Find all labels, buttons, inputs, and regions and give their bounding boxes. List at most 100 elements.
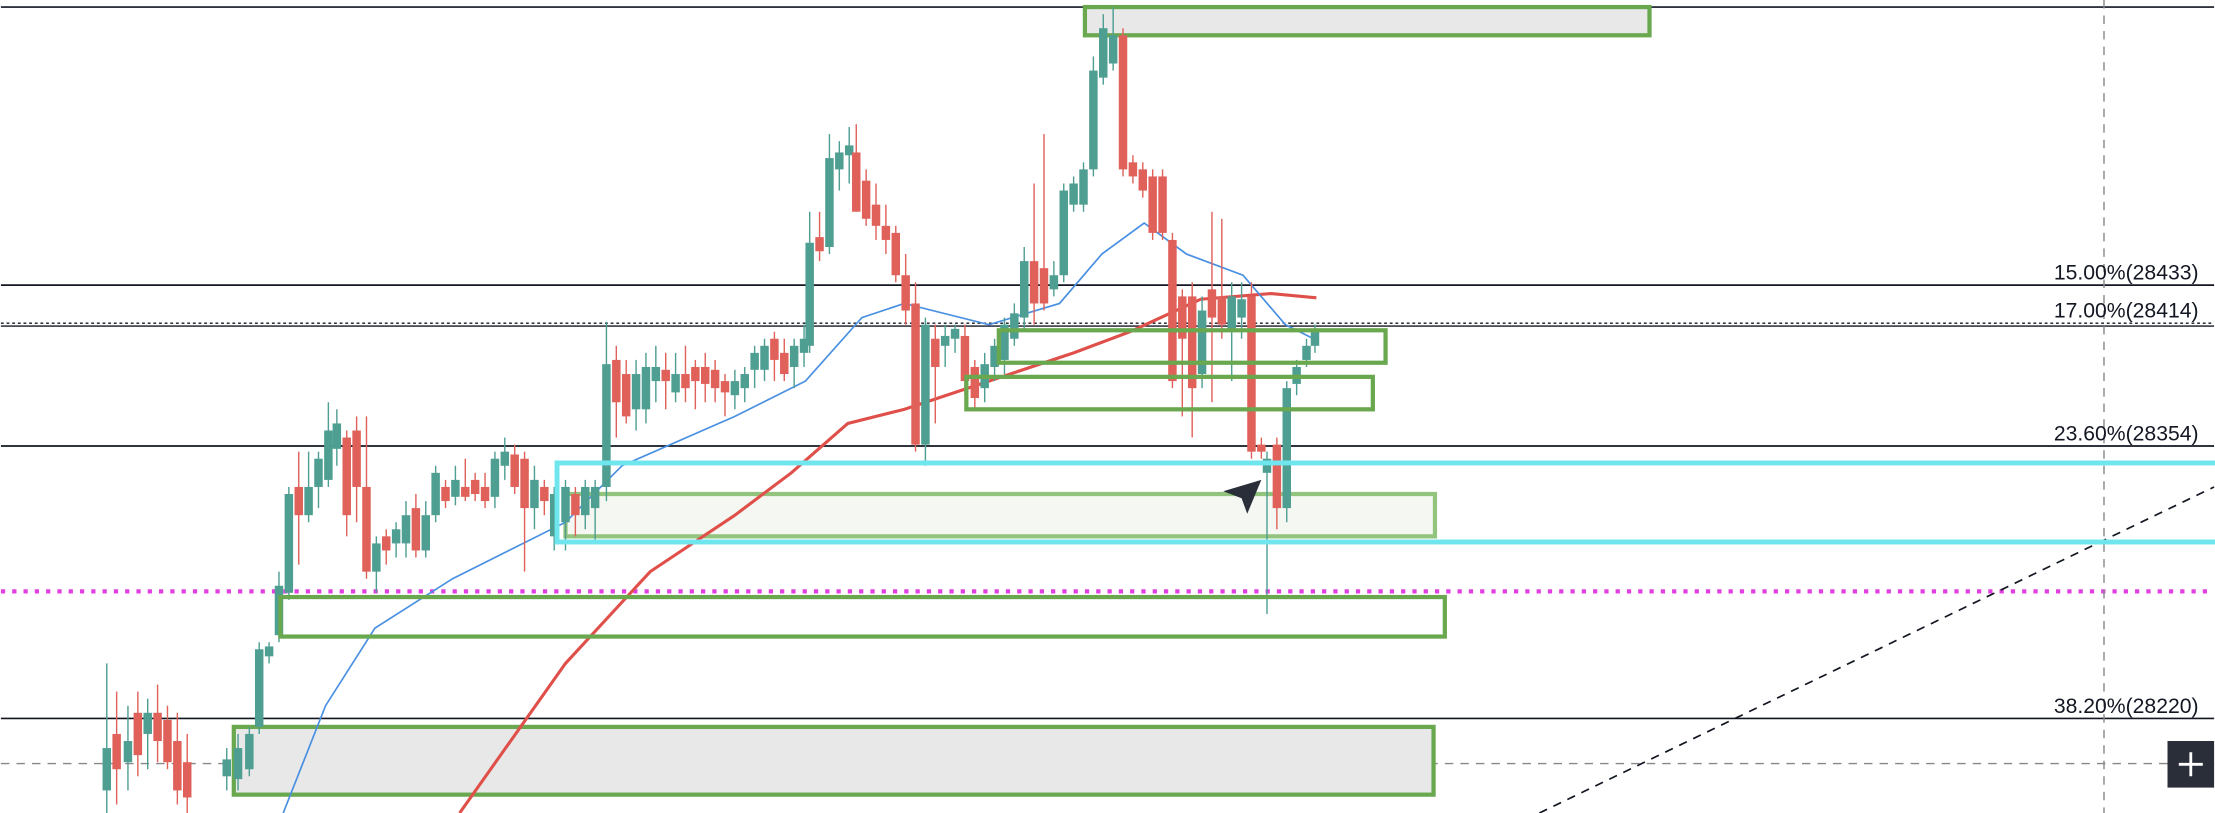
candle-body bbox=[1029, 261, 1039, 304]
candle-body bbox=[153, 712, 162, 742]
candle-body bbox=[1168, 239, 1177, 382]
candle-body bbox=[1302, 345, 1311, 360]
candle-body bbox=[1148, 176, 1157, 233]
fib-label: 17.00%(28414) bbox=[2054, 300, 2199, 323]
candle-body bbox=[382, 536, 391, 551]
candle-body bbox=[411, 508, 421, 551]
candle-body bbox=[304, 486, 313, 516]
candle-body bbox=[651, 366, 661, 382]
candle-body bbox=[182, 762, 192, 798]
candle-body bbox=[671, 374, 680, 393]
zone-box bbox=[278, 594, 1447, 639]
candle-body bbox=[720, 381, 730, 393]
candle-body bbox=[480, 486, 490, 502]
candle-body bbox=[990, 345, 999, 367]
candle-body bbox=[590, 486, 600, 509]
candle-body bbox=[1282, 388, 1291, 509]
candle-body bbox=[1019, 261, 1029, 318]
candle-body bbox=[1049, 275, 1059, 290]
candle-body bbox=[901, 275, 910, 311]
candle-body bbox=[500, 451, 510, 466]
candle-body bbox=[631, 374, 641, 410]
candle-body bbox=[581, 486, 590, 516]
candle-body bbox=[661, 369, 670, 382]
candle-body bbox=[1257, 444, 1266, 452]
candle-body bbox=[1247, 296, 1256, 452]
candle-body bbox=[1079, 169, 1088, 205]
candle-body bbox=[421, 515, 430, 551]
candle-body bbox=[431, 472, 440, 516]
candle-body bbox=[1237, 299, 1246, 318]
zone-box bbox=[964, 374, 1375, 412]
candle-body bbox=[1069, 183, 1078, 205]
candle-body bbox=[799, 338, 809, 353]
candle-body bbox=[691, 366, 700, 382]
candle-body bbox=[1089, 70, 1098, 170]
candle-body bbox=[571, 494, 580, 516]
candle-body bbox=[143, 712, 152, 734]
candle-body bbox=[1158, 176, 1167, 233]
candle-body bbox=[451, 479, 460, 497]
add-button[interactable] bbox=[2167, 741, 2215, 788]
candle-body bbox=[730, 381, 740, 396]
candles bbox=[102, 7, 1320, 813]
candle-body bbox=[835, 152, 844, 170]
candle-body bbox=[844, 145, 854, 156]
candle-body bbox=[294, 486, 303, 516]
candle-body bbox=[1118, 35, 1128, 170]
candle-body bbox=[163, 719, 172, 763]
candle-body bbox=[950, 328, 960, 339]
candle-body bbox=[852, 152, 861, 212]
candle-body bbox=[490, 458, 500, 497]
candle-body bbox=[1059, 190, 1068, 276]
candle-body bbox=[441, 486, 450, 502]
candle-body bbox=[264, 646, 274, 657]
candle-body bbox=[681, 374, 690, 389]
candle-body bbox=[960, 335, 970, 382]
candle-body bbox=[133, 712, 143, 756]
candle-body bbox=[470, 479, 480, 495]
candle-body bbox=[602, 364, 611, 487]
candle-body bbox=[1128, 162, 1138, 177]
drawings-top bbox=[278, 328, 2215, 639]
fib-label: 23.60%(28354) bbox=[2054, 422, 2199, 445]
candle-body bbox=[352, 430, 361, 487]
candle-body bbox=[1310, 331, 1320, 346]
candle-body bbox=[401, 515, 411, 544]
candle-body bbox=[931, 338, 940, 367]
candle-body bbox=[102, 748, 112, 791]
fib-label: 38.20%(28220) bbox=[2054, 695, 2199, 718]
candle-body bbox=[641, 366, 651, 410]
candle-body bbox=[815, 237, 824, 252]
candle-body bbox=[461, 486, 470, 497]
candle-body bbox=[891, 232, 901, 276]
candle-body bbox=[940, 335, 950, 346]
candle-body bbox=[1272, 444, 1282, 509]
candle-body bbox=[222, 759, 231, 777]
candle-body bbox=[825, 158, 834, 248]
candle-body bbox=[540, 486, 549, 502]
candle-body bbox=[789, 345, 799, 367]
moving-average-red bbox=[458, 292, 1317, 813]
candle-body bbox=[1010, 313, 1019, 339]
candle-body bbox=[324, 430, 333, 480]
candle-body bbox=[173, 741, 182, 791]
cyan-zone bbox=[554, 460, 2215, 545]
candle-body bbox=[1187, 296, 1197, 389]
candle-body bbox=[710, 369, 720, 389]
candle-body bbox=[1227, 296, 1236, 332]
candle-body bbox=[332, 423, 342, 449]
moving-average-blue bbox=[282, 221, 1314, 813]
plus-icon[interactable] bbox=[2178, 752, 2203, 777]
candle-body bbox=[530, 479, 539, 509]
candle-body bbox=[520, 458, 529, 509]
candle-body bbox=[112, 733, 121, 770]
zone-box bbox=[996, 328, 1388, 365]
candle-body bbox=[1099, 28, 1108, 78]
candle-body bbox=[372, 543, 381, 572]
candle-body bbox=[1138, 169, 1148, 191]
